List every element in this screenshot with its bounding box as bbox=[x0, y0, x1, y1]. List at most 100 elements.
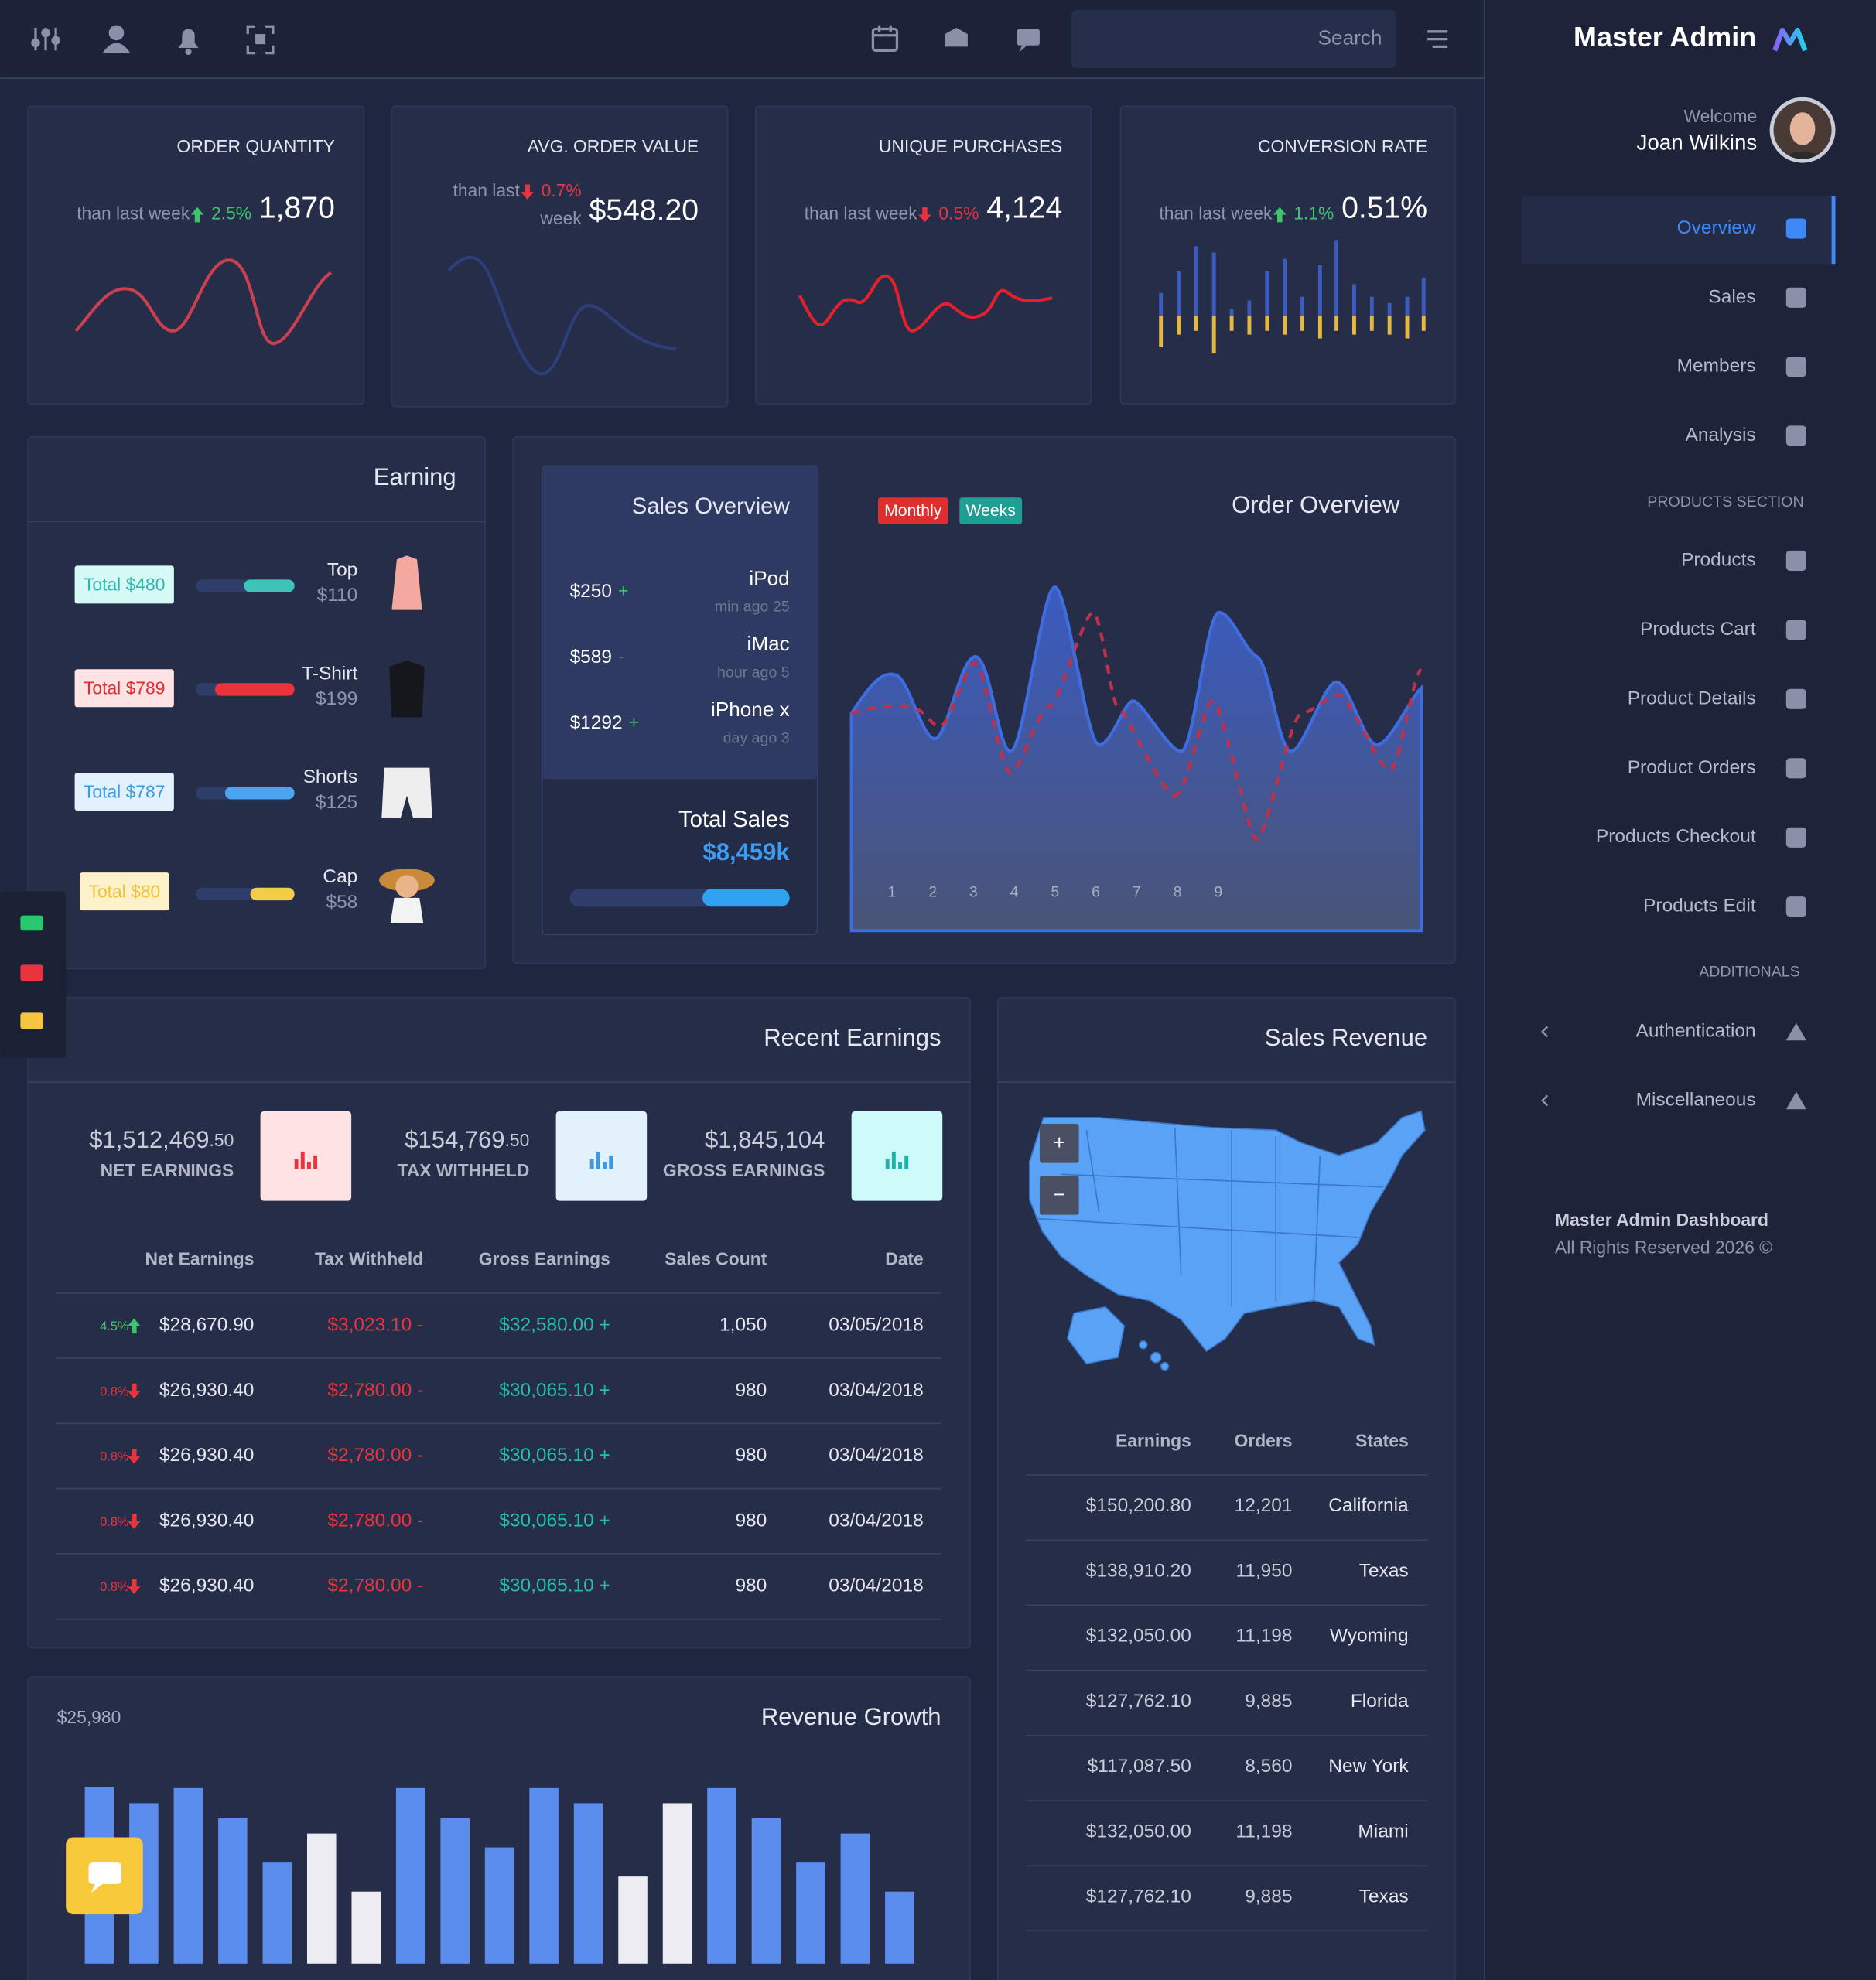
row-change: 0.8% bbox=[100, 1515, 128, 1529]
nav-item[interactable]: Miscellaneous bbox=[1636, 1089, 1756, 1110]
summary-icon-bar bbox=[603, 1162, 607, 1169]
floating-toolbar[interactable] bbox=[20, 915, 43, 931]
earning-progress bbox=[244, 579, 295, 592]
nav-item[interactable]: Members bbox=[1677, 356, 1756, 377]
cell: 11,198 bbox=[1235, 1626, 1292, 1647]
earning-progress bbox=[214, 683, 295, 696]
header-icons[interactable] bbox=[41, 28, 50, 38]
nav-item[interactable]: Product Details bbox=[1628, 688, 1756, 708]
chevron bbox=[1540, 1094, 1549, 1107]
column-header: Gross Earnings bbox=[479, 1248, 610, 1268]
welcome: Welcome bbox=[1683, 106, 1757, 126]
floating-toolbar[interactable] bbox=[20, 1012, 43, 1029]
search-placeholder[interactable]: Search bbox=[1318, 26, 1382, 50]
sale-time: hour ago 5 bbox=[717, 664, 790, 681]
cell: 980 bbox=[735, 1380, 767, 1401]
nav-item[interactable]: Product Orders bbox=[1628, 757, 1756, 778]
product-name: T-Shirt bbox=[302, 663, 357, 684]
nav-icon bbox=[1785, 688, 1806, 709]
header-icons[interactable] bbox=[1427, 30, 1448, 49]
total-label: Total $789 bbox=[84, 678, 165, 698]
bar bbox=[618, 1876, 648, 1964]
floating-toolbar[interactable] bbox=[20, 964, 43, 981]
conversion-bars bbox=[1159, 316, 1426, 354]
filter-badge[interactable] bbox=[959, 497, 1023, 524]
cell: New York bbox=[1328, 1756, 1409, 1777]
header-icons[interactable] bbox=[1017, 29, 1040, 46]
product-images bbox=[379, 555, 435, 923]
cell: 12,201 bbox=[1235, 1495, 1293, 1516]
summary-icon-bar bbox=[904, 1155, 909, 1169]
zoom-button[interactable] bbox=[1039, 1176, 1079, 1215]
row-change: 0.8% bbox=[100, 1580, 128, 1594]
cards bbox=[391, 105, 729, 408]
header-icons[interactable] bbox=[51, 36, 60, 45]
us-map bbox=[1160, 1361, 1170, 1371]
bar bbox=[173, 1787, 203, 1964]
summary-icon-bar bbox=[609, 1155, 613, 1169]
filter-badge[interactable] bbox=[877, 497, 948, 524]
header-icons[interactable] bbox=[871, 27, 899, 52]
header-icons[interactable] bbox=[246, 25, 275, 55]
stat-change: 0.7% bbox=[542, 180, 582, 200]
nav-icon bbox=[1785, 827, 1806, 848]
header-icons[interactable] bbox=[255, 34, 266, 45]
zoom-button[interactable] bbox=[1039, 1124, 1079, 1163]
zoom-label[interactable]: − bbox=[1054, 1183, 1065, 1206]
stat-title: CONVERSION RATE bbox=[1258, 136, 1427, 156]
cell: 980 bbox=[735, 1575, 767, 1596]
avatar[interactable] bbox=[1789, 112, 1816, 145]
filter-label[interactable]: Weeks bbox=[965, 502, 1015, 520]
stat-change: 1.1% bbox=[1293, 203, 1334, 224]
column-header: Sales Count bbox=[665, 1248, 767, 1268]
avatar[interactable] bbox=[1768, 98, 1837, 164]
sale-sign: - bbox=[618, 647, 624, 667]
floating-toolbar[interactable] bbox=[0, 891, 67, 1059]
stat-value: 0.51% bbox=[1341, 191, 1427, 224]
nav-item[interactable]: Sales bbox=[1708, 286, 1755, 307]
summary-icon-bar bbox=[891, 1151, 896, 1169]
cell: 03/04/2018 bbox=[829, 1380, 923, 1401]
conversion-bars bbox=[1159, 240, 1426, 316]
nav-item[interactable]: Products Checkout bbox=[1596, 826, 1756, 847]
header-icons[interactable] bbox=[178, 29, 199, 49]
search-box[interactable] bbox=[1071, 10, 1396, 69]
cell: 980 bbox=[735, 1445, 767, 1466]
summary-value: $1,845,104 bbox=[705, 1126, 825, 1153]
nav-icon bbox=[1785, 758, 1806, 779]
sales-overview-panel bbox=[702, 889, 790, 907]
header-icons[interactable] bbox=[873, 25, 897, 37]
nav-item[interactable]: Analysis bbox=[1686, 425, 1756, 446]
chat-button[interactable] bbox=[66, 1837, 143, 1915]
chart-annotation: $25,980 bbox=[57, 1707, 121, 1727]
header-icons[interactable] bbox=[1019, 45, 1027, 52]
product-name: Shorts bbox=[303, 766, 358, 787]
total-label: Total $787 bbox=[84, 781, 165, 801]
header-icons[interactable] bbox=[185, 48, 192, 56]
header-icons[interactable] bbox=[31, 38, 40, 48]
zoom-label[interactable]: + bbox=[1054, 1131, 1065, 1154]
filter-label[interactable]: Monthly bbox=[884, 502, 942, 520]
avatar[interactable] bbox=[1768, 97, 1837, 165]
nav-icon bbox=[1785, 357, 1806, 377]
nav-item[interactable]: Authentication bbox=[1636, 1020, 1756, 1041]
chat-button[interactable] bbox=[88, 1862, 121, 1884]
cell: 980 bbox=[735, 1510, 767, 1531]
nav-item[interactable]: Products Edit bbox=[1643, 896, 1756, 917]
header-icons[interactable] bbox=[31, 25, 1448, 56]
header-icons[interactable] bbox=[102, 43, 131, 53]
dividers bbox=[28, 521, 1456, 1083]
cell: $30,065.10 + bbox=[499, 1380, 610, 1401]
us-map bbox=[1035, 1127, 1384, 1307]
header-icons[interactable] bbox=[945, 27, 968, 47]
card-title: Earning bbox=[374, 463, 456, 490]
sparklines bbox=[798, 274, 1053, 333]
nav-item[interactable]: Products bbox=[1681, 549, 1756, 570]
nav-item[interactable]: Products Cart bbox=[1640, 619, 1756, 640]
nav-item[interactable]: Overview bbox=[1677, 217, 1756, 238]
product-price: $125 bbox=[316, 792, 357, 813]
avatar[interactable] bbox=[1775, 151, 1830, 164]
header-icons[interactable] bbox=[108, 25, 125, 41]
summary-icon-bar bbox=[294, 1159, 299, 1169]
